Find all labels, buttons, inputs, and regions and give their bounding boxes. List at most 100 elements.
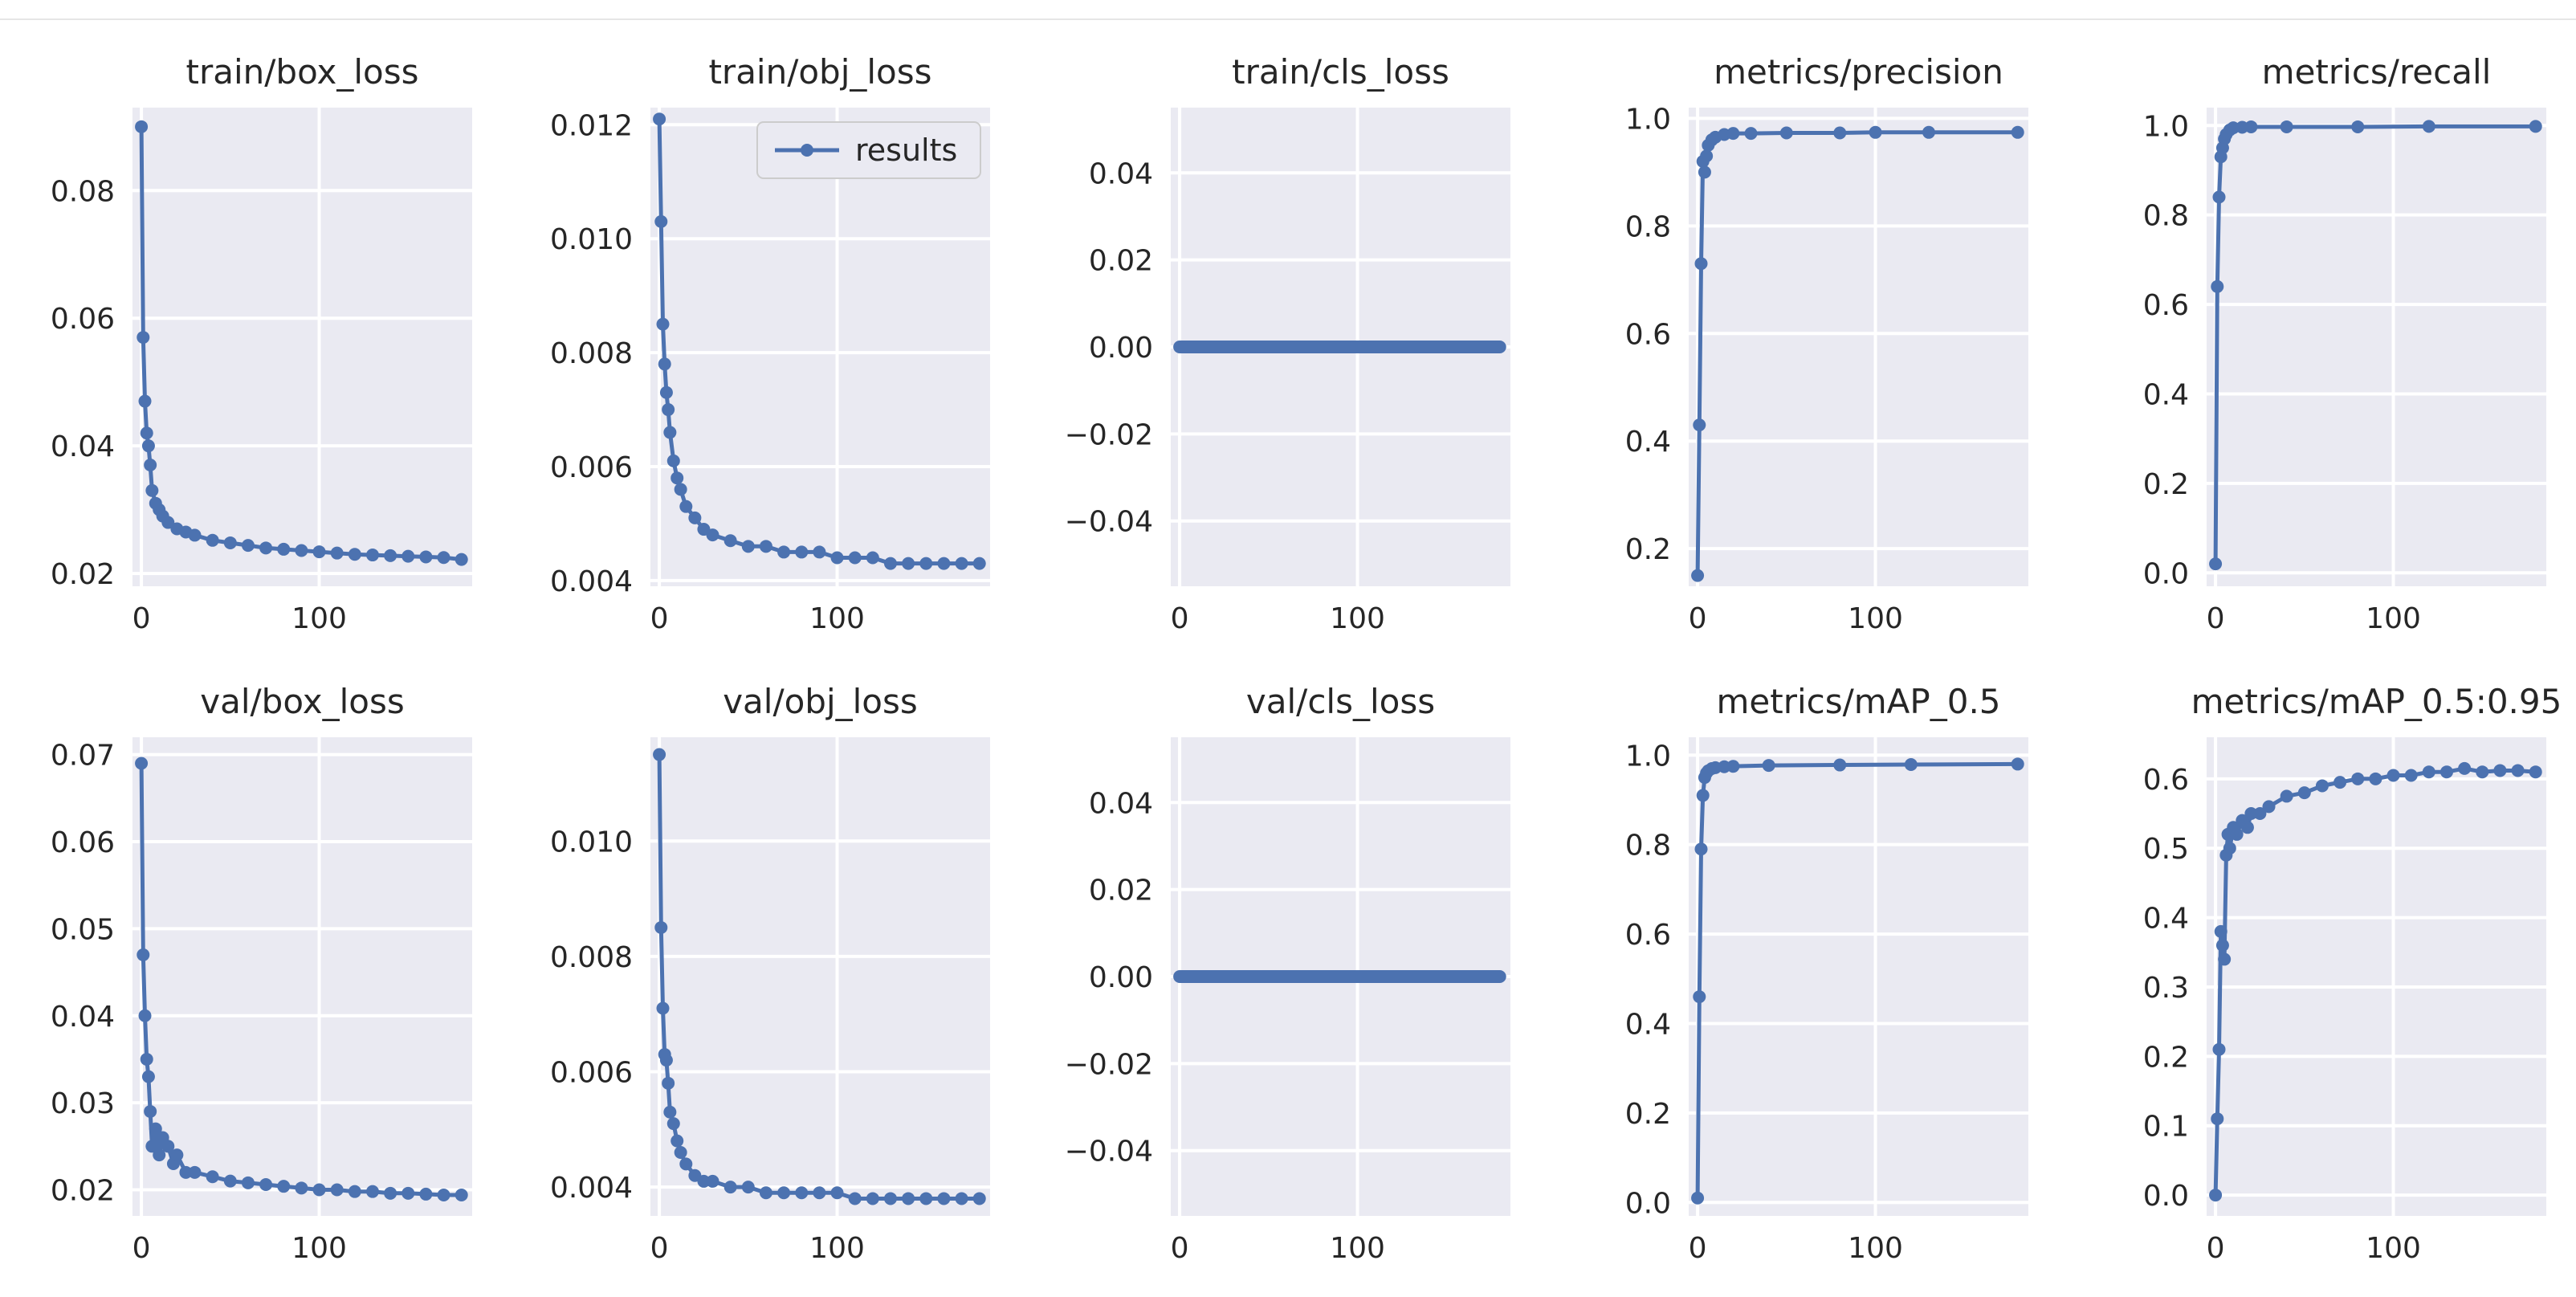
data-point <box>135 757 149 770</box>
data-point <box>188 528 202 542</box>
data-point <box>295 544 308 557</box>
data-point <box>419 550 433 564</box>
x-tick-label: 100 <box>809 602 865 635</box>
legend-box <box>756 121 981 179</box>
data-point <box>140 426 153 440</box>
data-point <box>666 454 680 467</box>
legend-label: results <box>855 133 957 168</box>
data-point <box>140 1052 153 1066</box>
chart-title: val/box_loss <box>200 682 404 721</box>
y-tick-label: −0.04 <box>1065 1136 1153 1169</box>
y-tick-label: 1.0 <box>1625 103 1671 136</box>
y-tick-label: 0.004 <box>550 565 633 598</box>
data-point <box>670 1134 684 1148</box>
chart-panel-metrics-map-0-5-0-95: metrics/mAP_0.5:0.95 0 100 0.0 0.1 0.2 0.3 0.4 0… <box>2143 682 2562 1265</box>
x-tick-label: 0 <box>650 602 669 635</box>
data-point <box>277 1180 291 1193</box>
data-point <box>137 948 150 961</box>
y-tick-label: 0.6 <box>1625 318 1671 351</box>
data-point <box>1693 990 1706 1004</box>
x-tick-label: 100 <box>2366 602 2421 635</box>
data-point <box>1833 126 1847 140</box>
data-point <box>2333 776 2347 789</box>
data-point <box>663 1105 677 1119</box>
data-point <box>1833 758 1847 772</box>
data-point <box>2253 807 2267 821</box>
x-tick-label: 0 <box>650 1232 669 1265</box>
x-tick-label: 0 <box>132 602 151 635</box>
data-point <box>206 1170 219 1184</box>
y-tick-label: −0.02 <box>1065 418 1153 451</box>
data-point <box>955 1192 968 1205</box>
data-point <box>141 439 155 453</box>
chart-panel-train-obj-loss: train/obj_loss 0 100 0.004 0.006 0.008 0.010 0.… <box>550 52 990 635</box>
data-point <box>662 403 675 417</box>
data-point <box>955 557 968 570</box>
data-point <box>830 551 844 565</box>
chart-panel-val-obj-loss: val/obj_loss 0 100 0.004 0.006 0.008 0.010 <box>550 682 990 1265</box>
data-point <box>2280 120 2293 133</box>
data-point <box>830 1186 844 1200</box>
data-point <box>2297 786 2311 800</box>
data-point <box>659 1054 673 1067</box>
data-point <box>312 1183 326 1197</box>
y-tick-label: 0.04 <box>1089 787 1153 820</box>
y-tick-label: 0.0 <box>1625 1187 1671 1220</box>
y-tick-label: 1.0 <box>2143 110 2189 143</box>
data-point <box>654 920 668 934</box>
x-tick-label: 100 <box>1330 602 1385 635</box>
y-tick-label: 0.4 <box>1625 426 1671 459</box>
y-tick-label: 0.07 <box>51 740 115 773</box>
data-point <box>741 540 755 553</box>
chart-panel-train-box-loss: train/box_loss 0 100 0.02 0.04 0.06 0.08 <box>51 52 472 635</box>
data-point <box>401 1186 415 1200</box>
chart-panel-metrics-precision: metrics/precision 0 100 0.2 0.4 0.6 0.8 1.0 <box>1625 52 2028 635</box>
data-point <box>972 1192 986 1205</box>
data-point <box>2351 772 2365 785</box>
x-tick-label: 100 <box>2366 1232 2421 1265</box>
y-tick-label: 0.02 <box>1089 875 1153 907</box>
y-tick-label: 0.05 <box>51 913 115 946</box>
y-tick-label: 0.08 <box>51 175 115 208</box>
data-point <box>2422 120 2435 133</box>
data-point <box>2215 939 2229 952</box>
data-point <box>365 549 379 562</box>
data-point <box>674 483 687 496</box>
data-point <box>149 1122 162 1136</box>
x-tick-label: 100 <box>809 1232 865 1265</box>
chart-title: train/obj_loss <box>708 52 931 92</box>
legend: results <box>756 121 981 179</box>
data-point <box>1779 126 1793 140</box>
y-tick-label: 0.4 <box>1625 1008 1671 1041</box>
data-point <box>777 1186 791 1200</box>
data-point <box>2529 120 2542 133</box>
data-point <box>723 1181 737 1194</box>
chart-panel-train-cls-loss: train/cls_loss 0 100 −0.04 −0.02 0.00 0.02 0.04 <box>1065 52 1510 635</box>
y-tick-label: 0.1 <box>2143 1111 2189 1144</box>
data-point <box>161 1140 175 1153</box>
y-tick-label: 0.2 <box>1625 533 1671 566</box>
data-point <box>2212 190 2226 204</box>
y-tick-label: 0.004 <box>550 1172 633 1205</box>
data-point <box>1762 759 1775 773</box>
chart-title: metrics/mAP_0.5:0.95 <box>2191 682 2562 721</box>
y-tick-label: −0.02 <box>1065 1048 1153 1081</box>
data-point <box>2212 1042 2226 1056</box>
plot-area <box>2207 108 2546 586</box>
data-point <box>659 385 673 399</box>
data-point <box>972 557 986 570</box>
data-point <box>223 1174 237 1188</box>
x-tick-label: 0 <box>132 1232 151 1265</box>
chart-title: val/cls_loss <box>1246 682 1435 721</box>
data-point <box>2240 821 2254 834</box>
data-point <box>2244 120 2258 133</box>
y-tick-label: 0.02 <box>1089 245 1153 278</box>
data-point <box>706 1174 719 1188</box>
data-point <box>653 112 666 126</box>
data-point <box>937 1192 951 1205</box>
y-tick-label: 0.4 <box>2143 378 2189 411</box>
data-point <box>295 1181 308 1195</box>
data-point <box>919 1192 933 1205</box>
x-tick-label: 100 <box>291 602 347 635</box>
y-tick-label: 0.006 <box>550 1056 633 1089</box>
